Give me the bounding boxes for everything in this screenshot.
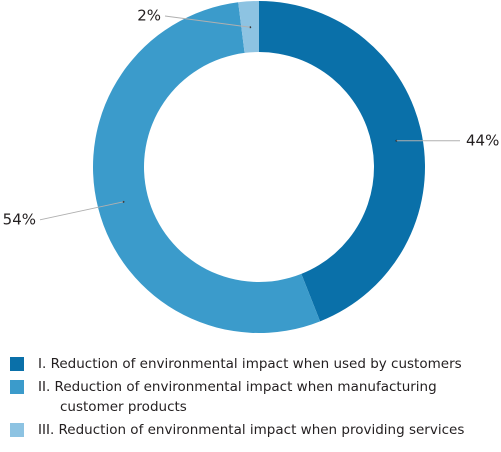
legend-item: II. Reduction of environmental impact wh… xyxy=(10,377,490,417)
legend-item: I. Reduction of environmental impact whe… xyxy=(10,354,490,374)
chart: 44% 54% 2% xyxy=(3,1,499,333)
legend-swatch xyxy=(10,357,24,371)
legend: I. Reduction of environmental impact whe… xyxy=(10,354,490,443)
legend-swatch xyxy=(10,380,24,394)
data-label: 44% xyxy=(466,131,499,149)
legend-item: III. Reduction of environmental impact w… xyxy=(10,420,490,440)
leader-line xyxy=(39,201,124,221)
donut-slice xyxy=(92,2,321,333)
data-label: 54% xyxy=(3,210,36,228)
legend-label: III. Reduction of environmental impact w… xyxy=(38,422,465,438)
leader-line xyxy=(164,15,251,28)
donut-slice xyxy=(259,1,425,322)
data-label: 2% xyxy=(137,7,161,25)
legend-swatch xyxy=(10,423,24,437)
legend-label: II. Reduction of environmental impact wh… xyxy=(38,379,437,415)
legend-label: I. Reduction of environmental impact whe… xyxy=(38,356,462,372)
